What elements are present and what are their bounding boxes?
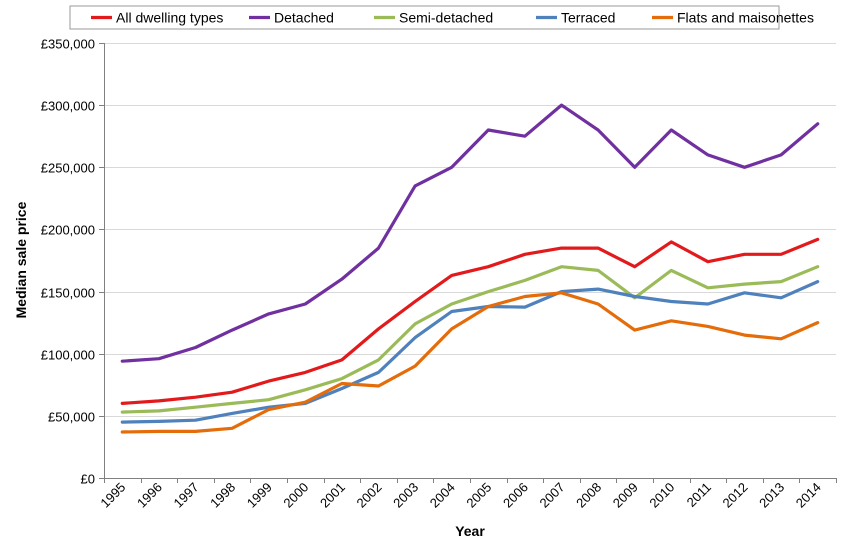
series-line-all-dwelling-types bbox=[120, 237, 820, 405]
x-tick-label: 2008 bbox=[573, 480, 604, 511]
y-tick-label: £100,000 bbox=[41, 348, 95, 363]
legend-box bbox=[69, 5, 780, 30]
x-tick-label: 2007 bbox=[537, 480, 568, 511]
y-tick-label: £350,000 bbox=[41, 37, 95, 52]
y-tick-label: £200,000 bbox=[41, 223, 95, 238]
series-lines bbox=[120, 103, 820, 434]
series-line-flats-and-maisonettes bbox=[120, 291, 820, 434]
axes: £0 £50,000 £100,000 £150,000 £200,000 £250,00… bbox=[41, 37, 837, 511]
x-tick-label: 2010 bbox=[646, 480, 677, 511]
y-tick-label: £150,000 bbox=[41, 286, 95, 301]
legend: All dwelling types Detached Semi-detached T… bbox=[69, 5, 814, 30]
y-axis-title: Median sale price bbox=[13, 201, 29, 318]
legend-label-detached: Detached bbox=[274, 10, 334, 26]
x-tick-label: 2000 bbox=[280, 480, 311, 511]
x-tick-label: 2005 bbox=[463, 480, 494, 511]
grid-lines bbox=[104, 43, 836, 417]
x-tick-label: 2003 bbox=[390, 480, 421, 511]
x-axis-title: Year bbox=[455, 523, 485, 539]
x-tick-label: 2013 bbox=[756, 480, 787, 511]
x-tick-label: 1999 bbox=[244, 480, 275, 511]
y-tick-label: £50,000 bbox=[48, 410, 95, 425]
legend-label-semi-detached: Semi-detached bbox=[399, 10, 493, 26]
x-tick-label: 2002 bbox=[354, 480, 385, 511]
x-tick-label: 1998 bbox=[207, 480, 238, 511]
legend-label-all-dwelling-types: All dwelling types bbox=[116, 10, 223, 26]
x-tick-label: 2014 bbox=[793, 480, 824, 511]
legend-label-flats-and-maisonettes: Flats and maisonettes bbox=[677, 10, 814, 26]
series-line-terraced bbox=[120, 280, 820, 424]
x-tick-label: 2001 bbox=[317, 480, 348, 511]
x-tick-label: 2012 bbox=[720, 480, 751, 511]
x-tick-label: 1995 bbox=[97, 480, 128, 511]
series-line-detached bbox=[120, 103, 820, 363]
x-tick-label: 2011 bbox=[684, 480, 714, 510]
y-tick-label: £300,000 bbox=[41, 99, 95, 114]
series-line-semi-detached bbox=[120, 265, 820, 414]
x-tick-label: 2006 bbox=[500, 480, 531, 511]
x-tick-label: 2004 bbox=[427, 480, 458, 511]
y-tick-label: £0 bbox=[81, 472, 95, 487]
y-tick-label: £250,000 bbox=[41, 161, 95, 176]
x-tick-label: 2009 bbox=[610, 480, 641, 511]
legend-label-terraced: Terraced bbox=[561, 10, 615, 26]
x-tick-label: 1996 bbox=[134, 480, 165, 511]
x-tick-label: 1997 bbox=[171, 480, 202, 511]
